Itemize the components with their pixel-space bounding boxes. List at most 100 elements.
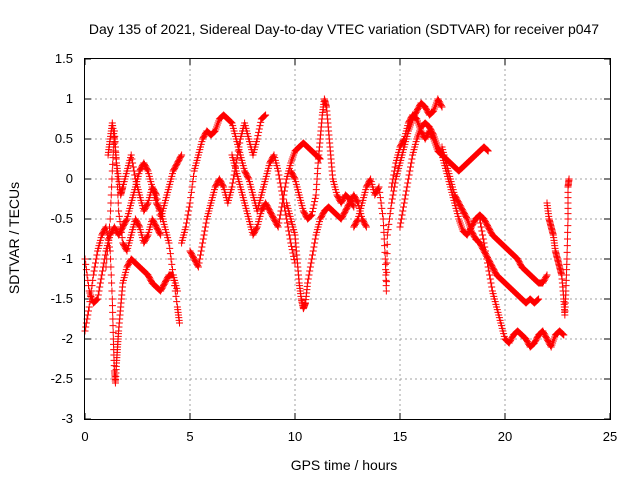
data-point (104, 239, 112, 247)
data-point (107, 207, 115, 215)
data-point (109, 160, 117, 168)
data-point (186, 199, 194, 207)
data-point (274, 223, 282, 231)
data-point (110, 134, 118, 142)
data-point (383, 250, 391, 258)
data-point (261, 112, 269, 120)
data-point (168, 260, 176, 268)
data-point (316, 154, 323, 162)
data-point (108, 287, 116, 295)
data-point (480, 239, 488, 247)
data-point (100, 259, 108, 267)
data-point (408, 155, 416, 163)
data-point (563, 235, 571, 243)
data-point (311, 198, 319, 206)
data-point (383, 231, 391, 239)
data-point (405, 171, 413, 179)
data-point (378, 204, 386, 212)
data-point (228, 183, 236, 191)
data-point (93, 251, 101, 259)
data-point (535, 295, 543, 303)
chart-title: Day 135 of 2021, Sidereal Day-to-day VTE… (89, 21, 599, 37)
data-point (122, 246, 130, 254)
data-point (404, 179, 412, 187)
data-point (257, 118, 265, 126)
data-point (114, 183, 122, 191)
data-point (362, 222, 370, 230)
data-point (185, 207, 193, 215)
data-point (487, 279, 495, 287)
data-point (236, 139, 244, 147)
data-point (281, 183, 289, 191)
data-point (154, 199, 162, 207)
data-point (90, 267, 98, 275)
data-point (253, 135, 261, 143)
data-point (260, 112, 268, 120)
data-point (484, 147, 492, 155)
data-point (143, 200, 151, 208)
data-point (197, 251, 204, 259)
data-point (177, 152, 185, 160)
x-tick-label: 5 (186, 429, 193, 444)
data-point (89, 276, 97, 284)
series-sat-n (476, 215, 568, 351)
data-point (184, 211, 192, 219)
data-point (437, 102, 445, 110)
data-point (199, 239, 207, 247)
data-point (383, 268, 391, 276)
data-point (304, 275, 312, 283)
data-point (94, 295, 102, 303)
data-point (115, 212, 123, 220)
data-point (107, 199, 115, 207)
data-point (560, 331, 568, 339)
data-point (93, 296, 101, 304)
data-point (82, 323, 90, 331)
y-tick-label: -3 (61, 411, 73, 426)
data-point (283, 219, 291, 227)
data-point (404, 175, 412, 183)
data-point (376, 194, 384, 202)
data-point (559, 330, 567, 338)
data-point (109, 322, 117, 330)
data-point (388, 183, 396, 191)
data-point (178, 151, 186, 159)
x-tick-label: 20 (498, 429, 512, 444)
data-point (484, 263, 492, 271)
data-point (183, 215, 191, 223)
data-point (122, 216, 130, 224)
data-point (97, 275, 105, 283)
data-point (484, 146, 491, 154)
series-sat-d (102, 127, 165, 271)
data-point (311, 235, 319, 243)
data-point (308, 211, 316, 219)
data-point (130, 167, 138, 175)
data-point (482, 251, 490, 259)
data-point (152, 190, 160, 198)
data-point (390, 171, 398, 179)
data-point (386, 215, 393, 223)
data-point (117, 223, 125, 231)
data-point (377, 199, 385, 207)
data-point (389, 175, 397, 183)
data-point (558, 330, 566, 338)
data-point (350, 203, 358, 211)
y-axis-label: SDTVAR / TECUs (6, 182, 22, 294)
data-point (129, 163, 137, 171)
x-axis-label: GPS time / hours (291, 457, 398, 473)
data-point (227, 118, 235, 126)
data-point (543, 271, 551, 279)
data-point (194, 263, 202, 271)
data-point (402, 191, 410, 199)
data-point (85, 307, 92, 315)
data-point (227, 118, 235, 126)
data-point (91, 263, 99, 271)
data-point (309, 247, 317, 255)
data-point (109, 315, 117, 323)
grid (85, 59, 610, 419)
data-point (380, 235, 388, 243)
y-ticks: -3 -2.5 -2 -1.5 -1 -0.5 0 0.5 1 1.5 (51, 51, 610, 426)
data-point (82, 260, 90, 268)
x-tick-label: 15 (393, 429, 407, 444)
data-point (116, 218, 124, 226)
data-point (198, 243, 206, 251)
